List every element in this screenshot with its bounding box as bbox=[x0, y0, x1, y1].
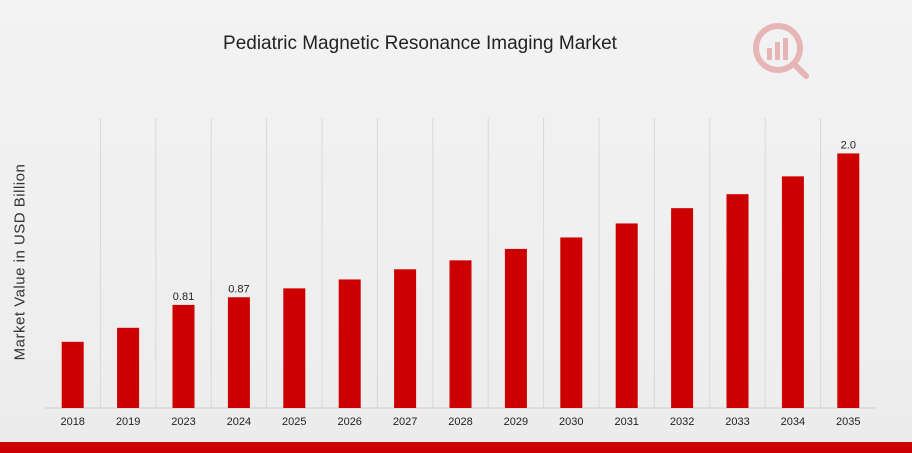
bar-2024 bbox=[227, 297, 250, 408]
bar-2019 bbox=[117, 327, 140, 408]
grid-lines bbox=[99, 118, 822, 408]
x-tick-label: 2028 bbox=[448, 416, 472, 428]
x-tick-label: 2032 bbox=[670, 416, 694, 428]
x-tick-labels: 2018 2019 2023 2024 2025 2026 2027 2028 2029 2030… bbox=[60, 416, 860, 428]
x-tick-label: 2029 bbox=[504, 416, 528, 428]
x-tick-label: 2019 bbox=[116, 416, 140, 428]
bars bbox=[61, 153, 860, 408]
brand-logo-icon bbox=[753, 23, 809, 79]
chart-title: Pediatric Magnetic Resonance Imaging Mar… bbox=[223, 33, 617, 54]
bar-2026 bbox=[338, 279, 361, 408]
x-tick-label: 2035 bbox=[836, 416, 860, 428]
x-tick-label: 2034 bbox=[781, 416, 805, 428]
data-label-2035: 2.0 bbox=[841, 139, 856, 151]
x-tick-label: 2030 bbox=[559, 416, 583, 428]
x-tick-label: 2031 bbox=[614, 416, 638, 428]
bar-2034 bbox=[781, 176, 804, 408]
bar-2031 bbox=[615, 223, 638, 408]
bar-2028 bbox=[449, 260, 472, 408]
x-tick-label: 2018 bbox=[60, 416, 84, 428]
bar-2035 bbox=[837, 153, 860, 408]
bar-2018 bbox=[61, 341, 84, 408]
bottom-accent-bar bbox=[0, 442, 912, 453]
x-tick-label: 2024 bbox=[227, 416, 251, 428]
data-label-2024: 0.87 bbox=[228, 283, 249, 295]
bar-2023 bbox=[172, 304, 195, 408]
x-tick-label: 2023 bbox=[171, 416, 195, 428]
bar-2027 bbox=[394, 269, 417, 408]
bar-2032 bbox=[671, 208, 694, 408]
x-tick-label: 2026 bbox=[337, 416, 361, 428]
bar-2025 bbox=[283, 288, 306, 408]
bar-2033 bbox=[726, 194, 749, 408]
bar-2029 bbox=[504, 248, 527, 408]
data-label-2023: 0.81 bbox=[173, 291, 194, 303]
x-tick-label: 2033 bbox=[725, 416, 749, 428]
data-labels: 0.81 0.87 2.0 bbox=[173, 139, 856, 302]
bar-2030 bbox=[560, 237, 583, 408]
x-tick-label: 2027 bbox=[393, 416, 417, 428]
x-tick-label: 2025 bbox=[282, 416, 306, 428]
